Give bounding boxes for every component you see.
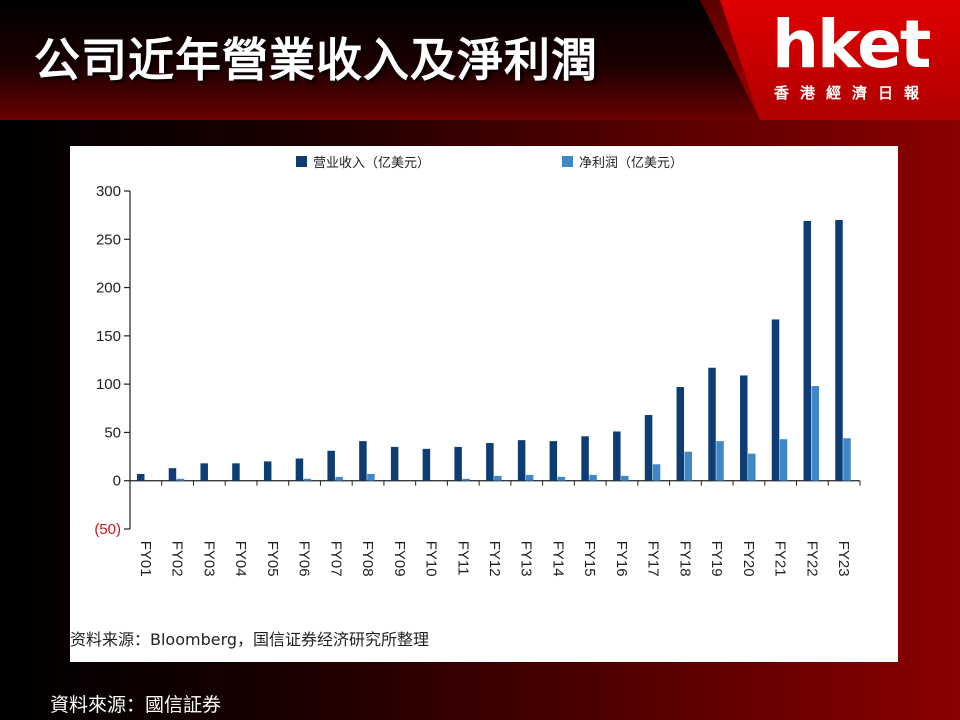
bar-revenue <box>676 387 685 481</box>
bar-net-profit <box>589 474 597 481</box>
x-tick-label: FY22 <box>803 541 820 577</box>
x-tick-label: FY06 <box>296 541 313 577</box>
bar-revenue <box>454 446 462 481</box>
bar-net-profit <box>525 474 534 481</box>
bar-revenue <box>613 431 621 481</box>
y-tick-label: 150 <box>96 328 121 345</box>
bar-revenue <box>835 219 843 481</box>
header-title-band <box>0 0 760 120</box>
x-tick-label: FY15 <box>581 541 598 577</box>
x-tick-label: FY21 <box>772 541 789 577</box>
y-tick-label: (50) <box>94 521 121 538</box>
legend-swatch-net-profit <box>562 156 573 167</box>
bar-revenue <box>803 220 812 481</box>
y-tick-label: 100 <box>96 376 121 393</box>
bar-net-profit <box>303 478 312 481</box>
x-tick-label: FY23 <box>835 541 852 577</box>
slide-source-note: 資料來源：國信証券 <box>50 694 222 716</box>
x-tick-label: FY04 <box>232 541 249 577</box>
legend-label-revenue: 营业收入（亿美元） <box>313 156 430 171</box>
slide-title: 公司近年營業收入及淨利潤 <box>34 33 598 87</box>
chart-legend: 营业收入（亿美元） 净利润（亿美元） <box>296 156 683 171</box>
logo-panel <box>720 0 960 120</box>
bar-net-profit <box>716 441 724 481</box>
x-tick-label: FY19 <box>708 541 725 577</box>
bar-revenue <box>232 463 240 481</box>
x-tick-label: FY01 <box>137 541 154 577</box>
x-tick-label: FY16 <box>613 541 630 577</box>
y-tick-label: 300 <box>96 183 121 200</box>
y-axis: 300 250 200 150 100 50 0 (50) <box>94 183 131 538</box>
bar-revenue <box>708 367 716 481</box>
bar-net-profit <box>494 475 502 481</box>
bar-revenue <box>581 436 589 481</box>
x-tick-label: FY14 <box>549 541 566 577</box>
x-tick-label: FY07 <box>327 541 344 577</box>
x-tick-label: FY08 <box>359 541 376 577</box>
bar-revenue <box>295 458 304 481</box>
y-tick-label: 50 <box>104 424 121 441</box>
bar-chart: 营业收入（亿美元） 净利润（亿美元） 300 250 200 150 100 50 0 (50… <box>94 156 861 577</box>
bar-net-profit <box>684 451 693 481</box>
bar-revenue <box>771 319 780 481</box>
legend-label-net-profit: 净利润（亿美元） <box>579 156 683 171</box>
x-tick-label: FY03 <box>200 541 217 577</box>
bar-revenue <box>359 441 367 481</box>
legend-swatch-revenue <box>296 156 307 167</box>
bar-revenue <box>486 443 494 481</box>
bar-revenue <box>549 441 558 481</box>
bar-net-profit <box>843 438 851 481</box>
bar-net-profit <box>557 476 566 481</box>
bar-revenue <box>517 440 526 481</box>
x-tick-label: FY20 <box>740 541 757 577</box>
chart-bars <box>136 219 851 481</box>
x-tick-label: FY12 <box>486 541 503 577</box>
bar-net-profit <box>367 473 375 481</box>
bar-revenue <box>327 450 335 481</box>
bar-net-profit <box>779 439 788 481</box>
bar-revenue <box>136 473 145 481</box>
hket-logo: hket <box>772 6 931 83</box>
bar-net-profit <box>176 478 185 481</box>
hket-logo-subtitle: 香港經濟日報 <box>774 84 931 102</box>
bar-revenue <box>168 468 177 481</box>
bar-net-profit <box>811 386 820 481</box>
chart-panel: 营业收入（亿美元） 净利润（亿美元） 300 250 200 150 100 50 0 (50… <box>70 146 898 662</box>
bar-net-profit <box>621 475 629 481</box>
bar-revenue <box>200 463 208 481</box>
bar-revenue <box>422 448 431 481</box>
bar-net-profit <box>462 478 470 481</box>
x-tick-label: FY05 <box>264 541 281 577</box>
bar-net-profit <box>652 464 661 481</box>
x-tick-label: FY17 <box>645 541 662 577</box>
bar-revenue <box>390 446 399 481</box>
y-tick-label: 0 <box>113 473 121 490</box>
x-axis: FY01 FY02 FY03 FY04 FY05 FY06 FY07 FY08 FY09 FY10… <box>130 480 861 577</box>
x-tick-label: FY10 <box>423 541 440 577</box>
bar-revenue <box>740 375 748 481</box>
bar-revenue <box>263 461 272 481</box>
x-tick-label: FY02 <box>169 541 186 577</box>
x-tick-label: FY18 <box>676 541 693 577</box>
y-tick-label: 250 <box>96 231 121 248</box>
bar-revenue <box>644 415 653 481</box>
y-tick-label: 200 <box>96 280 121 297</box>
bar-net-profit <box>335 476 343 481</box>
chart-source-note: 资料来源：Bloomberg，国信证券经济研究所整理 <box>70 630 430 649</box>
x-tick-label: FY11 <box>454 541 471 576</box>
x-tick-label: FY09 <box>391 541 408 577</box>
x-tick-label: FY13 <box>518 541 535 577</box>
bar-net-profit <box>748 453 756 481</box>
